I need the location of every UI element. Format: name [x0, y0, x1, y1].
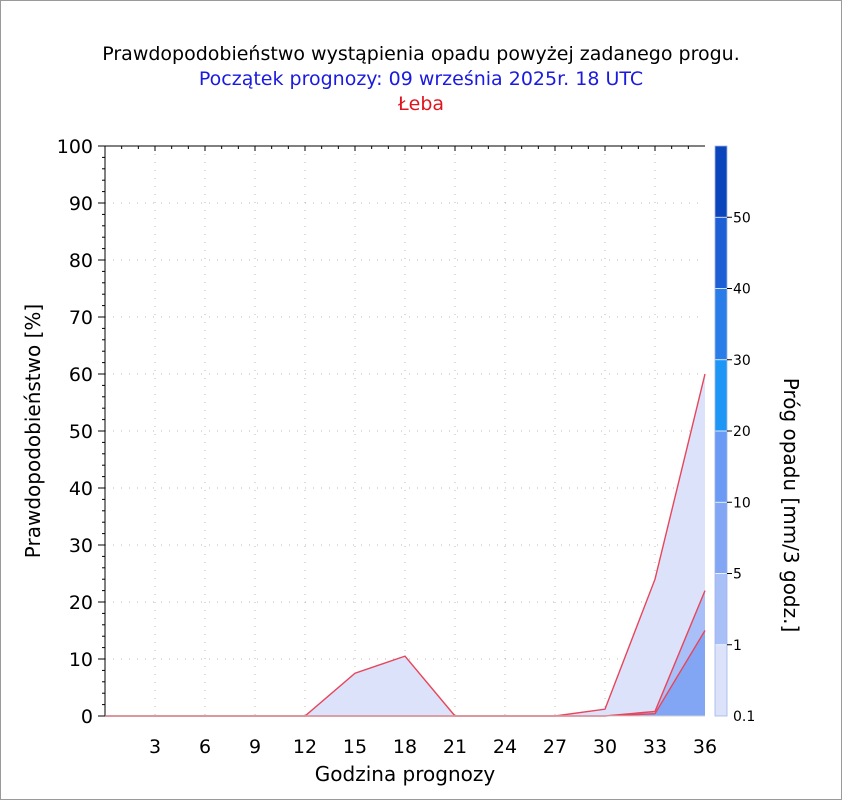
colorbar-label: 40 — [733, 282, 751, 298]
colorbar-label: 1 — [733, 638, 742, 654]
colorbar-title: Próg opadu [mm/3 godz.] — [779, 378, 803, 633]
x-tick-label: 6 — [199, 736, 211, 758]
colorbar-segment — [715, 573, 727, 645]
x-tick-label: 21 — [443, 736, 467, 758]
x-tick-label: 33 — [643, 736, 667, 758]
colorbar-segment — [715, 359, 727, 431]
colorbar-segment — [715, 644, 727, 716]
y-tick-label: 90 — [69, 193, 93, 215]
x-tick-label: 24 — [493, 736, 517, 758]
y-tick-label: 80 — [69, 250, 93, 272]
grid — [105, 146, 705, 716]
x-tick-label: 3 — [149, 736, 161, 758]
x-tick-label: 36 — [693, 736, 717, 758]
colorbar-label: 50 — [733, 210, 751, 226]
y-axis-title: Prawdopodobieństwo [%] — [21, 304, 45, 558]
threshold-colorbar: 0.1 1 5 10 20 30 40 50 — [714, 145, 755, 725]
y-tick-label: 30 — [69, 535, 93, 557]
x-tick-label: 12 — [293, 736, 317, 758]
location-subtitle: Łeba — [397, 93, 445, 115]
colorbar-segment — [715, 217, 727, 289]
colorbar-label: 30 — [733, 353, 751, 369]
y-tick-label: 60 — [69, 364, 93, 386]
series-areas — [105, 373, 706, 717]
x-tick-label: 15 — [343, 736, 367, 758]
y-tick-label: 0 — [81, 706, 93, 728]
colorbar-segment — [715, 146, 727, 218]
colorbar-label: 10 — [733, 495, 751, 511]
y-tick-label: 20 — [69, 592, 93, 614]
x-tick-label: 9 — [249, 736, 261, 758]
y-tick-label: 10 — [69, 649, 93, 671]
y-tick-label: 70 — [69, 307, 93, 329]
y-tick-label: 40 — [69, 478, 93, 500]
x-tick-label: 18 — [393, 736, 417, 758]
x-tick-label: 27 — [543, 736, 567, 758]
colorbar-segment — [715, 288, 727, 360]
series-area-0.1 — [105, 374, 705, 716]
colorbar-segment — [715, 502, 727, 574]
colorbar-label: 0.1 — [733, 709, 755, 725]
colorbar-label: 20 — [733, 424, 751, 440]
colorbar-label: 5 — [733, 567, 742, 583]
chart-title: Prawdopodobieństwo wystąpienia opadu pow… — [102, 43, 740, 65]
x-tick-label: 30 — [593, 736, 617, 758]
y-tick-label: 50 — [69, 421, 93, 443]
colorbar-segment — [715, 431, 727, 503]
forecast-start-subtitle: Początek prognozy: 09 września 2025r. 18… — [198, 68, 644, 90]
y-tick-label: 100 — [57, 136, 93, 158]
x-axis-title: Godzina prognozy — [315, 762, 496, 786]
